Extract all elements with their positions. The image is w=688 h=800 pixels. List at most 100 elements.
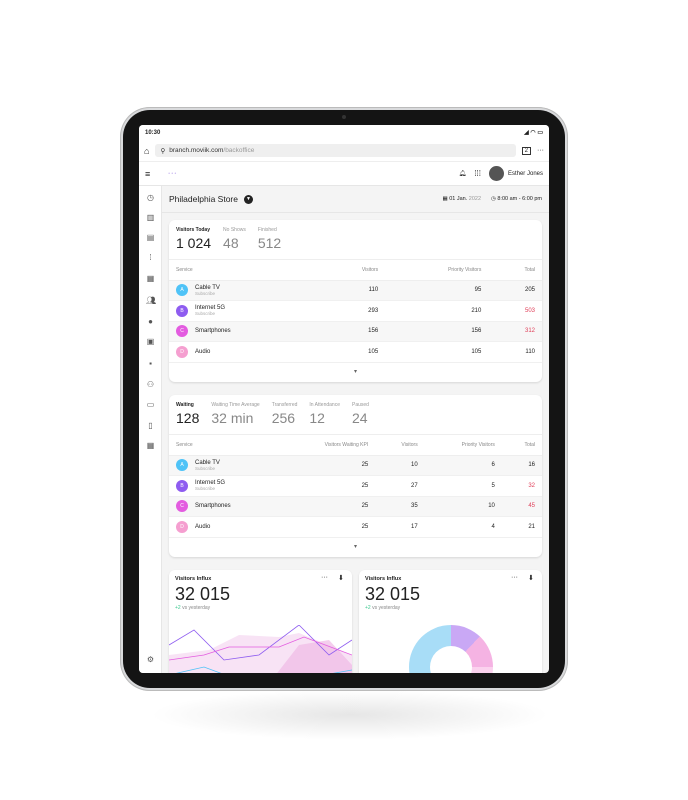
delta: +2 vs yesterday [175,605,210,611]
briefcase-icon[interactable]: ▪ [149,359,152,368]
avatar[interactable] [488,166,504,181]
cell-total: 205 [488,280,542,301]
home-icon[interactable]: ⌂ [144,145,150,156]
cell-kpi: 25 [281,516,376,538]
store-name: Philadelphia Store [169,194,238,204]
devices-icon[interactable]: ▭ [146,400,155,409]
more-icon[interactable]: ··· [321,574,328,581]
dashboard-icon[interactable]: ◷ [147,193,154,202]
kpi-label: Finished [257,227,277,233]
waiting-table: Service Visitors Waiting KPI Visitors Prior… [169,435,542,538]
more-icon[interactable]: ··· [537,147,544,154]
expand-button[interactable]: ▾ [353,368,357,375]
column-header[interactable]: Priority Visitors [424,435,502,456]
cell-priority: 4 [424,516,502,538]
service-name: Audio [195,348,211,355]
donut-chart [409,625,493,673]
expand-button[interactable]: ▾ [353,543,357,550]
column-header[interactable]: Total [488,260,542,281]
date-picker[interactable]: ▦ 01 Jan. 2022 [442,196,481,202]
delta: +2 vs yesterday [365,605,400,611]
table-row[interactable]: A Cable TV Subscribe 110 95 205 [169,280,542,301]
bell-icon[interactable]: 🔔︎ [458,171,467,177]
kpi-label: Transferred [271,402,298,408]
screen-icon[interactable]: ▣ [146,337,155,346]
card-title: Visitors Influx [365,576,402,582]
service-name: Cable TV [195,284,220,291]
line-series [175,666,352,673]
calendar-icon: ▦ [442,196,448,202]
column-header[interactable]: Visitors [375,435,425,456]
column-header[interactable]: Visitors Waiting KPI [281,435,376,456]
service-name: Smartphones [195,328,231,335]
kpi: Paused 24 [352,402,369,434]
apps-grid-icon[interactable]: ⁞⁞⁞ [474,169,481,178]
binoculars-icon[interactable]: ⚇ [146,380,155,389]
document-icon[interactable]: ▯ [148,421,153,430]
column-header[interactable]: Total [501,435,542,456]
table-row[interactable]: B Internet 5G Subscribe 25 27 5 32 [169,475,542,497]
table-row[interactable]: C Smartphones 25 35 10 45 [169,496,542,517]
service-avatar: B [176,479,188,492]
line-series [169,636,352,661]
column-header[interactable]: Service [169,435,282,456]
kpi-value: 128 [176,410,200,426]
store-icon[interactable]: ▤ [146,233,155,242]
service-name: Internet 5G [195,305,226,312]
table-row[interactable]: D Audio 105 105 110 [169,341,542,363]
download-icon[interactable]: ⬇ [528,575,534,582]
badge-icon[interactable]: ● [148,317,153,326]
table-row[interactable]: A Cable TV Subscribe 25 10 6 16 [169,455,542,476]
kpi-label: Visitors Today [176,227,210,233]
service-avatar: A [176,284,188,297]
column-header[interactable]: Visitors [318,260,386,281]
kpi: Transferred 256 [272,402,298,434]
table-header: Service Visitors Priority Visitors Total [169,260,542,281]
store-dropdown-icon[interactable]: ▼ [244,194,253,204]
tabs-button[interactable]: 2 [521,146,531,155]
table-row[interactable]: D Audio 25 17 4 21 [169,516,542,538]
service-avatar: D [176,520,188,533]
cell-visitors: 35 [375,496,425,517]
column-header[interactable]: Priority Visitors [385,260,489,281]
kpi-label: Paused [351,402,369,408]
service-avatar: D [176,345,188,358]
cell-priority: 6 [424,455,502,476]
table-row[interactable]: B Internet 5G Subscribe 293 210 503 [169,300,542,322]
download-icon[interactable]: ⬇ [338,575,344,582]
kpi-value: 48 [223,235,239,251]
settings-gear-icon[interactable]: ⚙︎ [146,655,155,664]
service-sub: Subscribe [195,465,216,471]
cell-visitors: 105 [318,341,386,363]
people-icon[interactable]: 👥︎ [146,296,157,305]
kpi: Waiting 128 [176,402,199,434]
url-input[interactable]: ⚲ branch.moviik.com/backoffice [155,144,516,157]
cell-priority: 105 [385,341,489,363]
cell-priority: 5 [424,475,502,497]
camera [342,115,346,119]
user-name[interactable]: Esther Jones [507,170,543,177]
calendar-icon[interactable]: ▦ [146,441,155,450]
influx-value: 32 015 [175,584,231,604]
service-avatar: B [176,304,188,317]
column-header[interactable]: Service [169,260,319,281]
date: 01 Jan. [449,196,468,202]
cell-kpi: 25 [281,455,376,476]
influx-donut-card: Visitors Influx ··· ⬇ 32 015 +2 vs yeste… [359,570,542,673]
table-row[interactable]: C Smartphones 156 156 312 [169,321,542,342]
chart-icon[interactable]: ▥ [146,213,155,222]
service-name: Cable TV [195,459,220,466]
service-sub: Subscribe [195,311,216,317]
search-icon: ⚲ [160,147,166,155]
grid-icon[interactable]: ⁞ [149,253,152,262]
calendar-clock-icon[interactable]: ▦ [146,274,155,283]
hours[interactable]: ◷ 8:00 am - 6:00 pm [491,196,542,202]
menu-icon[interactable]: ≡ [145,168,151,179]
service-name: Internet 5G [195,480,226,487]
cell-priority: 95 [385,280,489,301]
kpi: Finished 512 [258,227,281,259]
more-icon[interactable]: ··· [511,574,518,581]
card-title: Visitors Influx [175,576,212,582]
service-sub: Subscribe [195,290,216,296]
kpi-value: 12 [309,410,325,426]
